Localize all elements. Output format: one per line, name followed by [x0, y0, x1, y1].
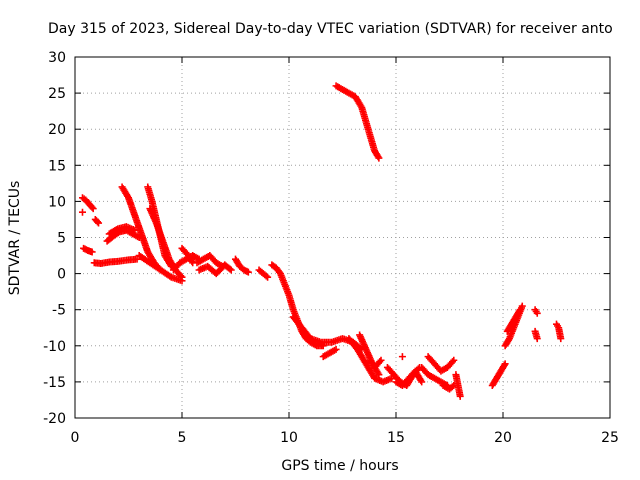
data-point-arc-q	[264, 273, 272, 281]
data-point-arc-ab	[450, 356, 458, 364]
segment-arc-g	[105, 223, 139, 238]
data-point-arc-c	[93, 218, 101, 226]
segment-arc-z	[392, 367, 426, 390]
data-point-arc-ae	[501, 360, 509, 368]
segment-arc-ak	[398, 353, 406, 361]
data-point-arc-ah	[533, 309, 541, 317]
x-tick-label: 10	[280, 430, 298, 446]
y-tick-label: 0	[57, 267, 66, 283]
data-point-arc-a	[88, 203, 96, 211]
data-point-arc-z	[418, 378, 426, 386]
data-point-arc-ae	[500, 361, 508, 369]
data-point-arc-b	[88, 248, 96, 256]
data-point-arc-t	[332, 345, 340, 353]
segment-arc-ag	[503, 306, 524, 335]
data-point-arc-ac	[448, 383, 456, 391]
data-point-arc-c	[95, 219, 103, 227]
y-tick-label: 20	[48, 122, 66, 138]
data-point-arc-p	[244, 268, 252, 276]
x-tick-label: 5	[178, 430, 187, 446]
segment-arc-d	[78, 208, 86, 216]
chart-title: Day 315 of 2023, Sidereal Day-to-day VTE…	[48, 21, 613, 37]
segment-arc-ac	[439, 382, 458, 393]
data-series	[78, 82, 565, 400]
segment-arc-ab	[424, 353, 458, 375]
axis-ticks: 0 5 10 15 20 25 -20 -15 -10 -5 0 5 10 15 20 25 30	[43, 50, 619, 446]
data-point-arc-k	[178, 277, 186, 285]
segment-arc-e	[90, 255, 141, 267]
data-point-arc-w	[375, 371, 383, 379]
y-tick-label: 25	[48, 86, 66, 102]
segment-arc-ah	[531, 306, 541, 317]
data-point-arc-u	[375, 154, 383, 162]
data-point-arc-ad	[456, 392, 464, 400]
segment-arc-r	[268, 261, 327, 350]
segment-arc-a	[78, 194, 97, 213]
segment-arc-p	[232, 255, 252, 276]
data-point-arc-m	[188, 257, 196, 265]
data-point-arc-ag	[516, 306, 524, 314]
data-point-arc-aj	[557, 335, 565, 343]
data-point-arc-ai	[533, 335, 541, 343]
x-tick-label: 15	[387, 430, 405, 446]
data-point-arc-ab	[448, 358, 456, 366]
segment-arc-ad	[452, 371, 464, 400]
segment-arc-o	[195, 261, 235, 278]
grid	[75, 57, 610, 418]
data-point-arc-x	[376, 358, 384, 366]
segment-arc-b	[80, 244, 96, 256]
data-point-arc-u	[374, 153, 382, 161]
segment-arc-u	[332, 82, 383, 162]
x-tick-label: 20	[494, 430, 512, 446]
y-tick-label: -15	[43, 375, 66, 391]
segment-arc-m	[178, 244, 197, 267]
y-tick-label: -20	[43, 411, 66, 427]
segment-arc-aj	[553, 320, 565, 343]
segment-arc-t	[319, 345, 340, 361]
data-point-arc-g	[112, 226, 120, 234]
y-tick-label: -5	[52, 303, 66, 319]
data-point-arc-ag	[515, 307, 523, 315]
segment-arc-c	[91, 215, 103, 227]
data-point-arc-o	[227, 266, 235, 274]
x-tick-label: 25	[601, 430, 619, 446]
y-tick-label: 30	[48, 50, 66, 66]
segment-arc-ai	[531, 327, 541, 343]
data-point-arc-o	[226, 265, 234, 273]
y-tick-label: 15	[48, 158, 66, 174]
y-axis-title: SDTVAR / TECUs	[7, 181, 23, 296]
segment-arc-j	[146, 205, 186, 281]
data-point-arc-ak	[398, 353, 406, 361]
segment-arc-q	[255, 266, 272, 281]
x-tick-label: 0	[71, 430, 80, 446]
segment-arc-k	[135, 252, 186, 285]
data-point-arc-x	[377, 356, 385, 364]
y-tick-label: 5	[57, 231, 66, 247]
data-point-arc-af	[518, 302, 526, 310]
segment-arc-x	[371, 356, 385, 371]
data-point-arc-d	[78, 208, 86, 216]
data-point-arc-a	[89, 205, 97, 213]
y-tick-label: -10	[43, 339, 66, 355]
x-axis-title: GPS time / hours	[281, 458, 398, 474]
segment-arc-ae	[488, 360, 509, 390]
segment-arc-v	[345, 335, 396, 386]
y-tick-label: 10	[48, 194, 66, 210]
data-point-arc-q	[262, 272, 270, 280]
data-point-arc-e	[133, 255, 141, 263]
